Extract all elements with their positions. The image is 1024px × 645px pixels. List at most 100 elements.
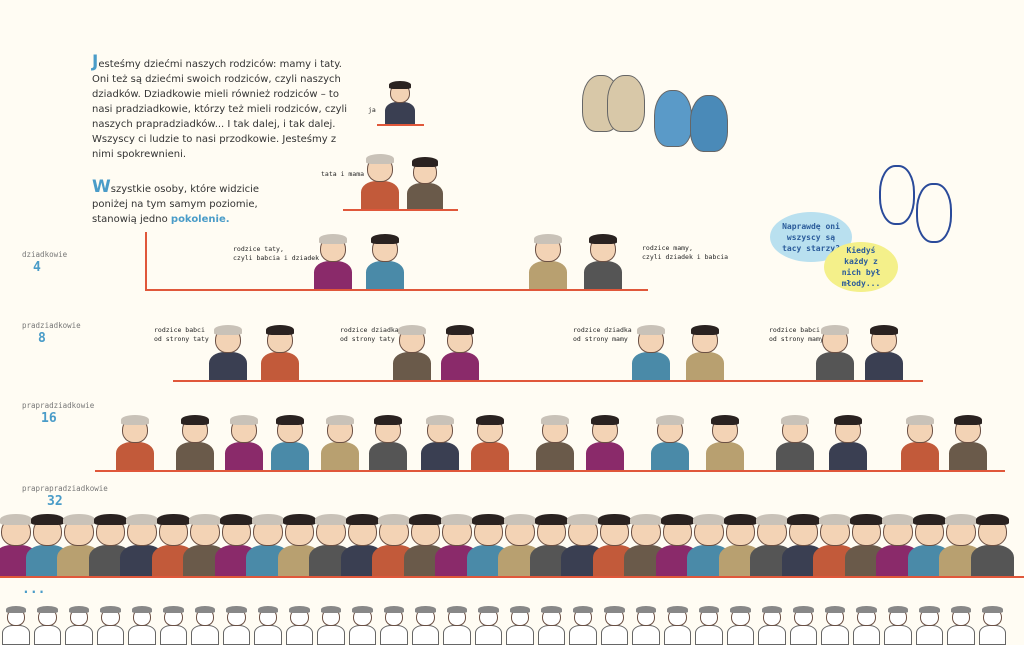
portrait-hair [824, 605, 846, 613]
divider-great-grandparents [173, 380, 923, 382]
portrait-hair [213, 324, 243, 335]
portrait-hair [833, 414, 863, 425]
portrait-body [970, 544, 1015, 576]
portrait-hair [377, 513, 411, 525]
portrait-hair [188, 513, 222, 525]
portrait-body [317, 625, 345, 645]
portrait-hair [692, 513, 726, 525]
portrait-hair [905, 414, 935, 425]
portrait-hair [365, 153, 395, 164]
portrait-hair [540, 414, 570, 425]
portrait-body [650, 442, 690, 470]
portrait-hair [856, 605, 877, 613]
portrait-hair [68, 605, 90, 613]
portrait-hair [820, 324, 850, 335]
portrait-hair [346, 513, 379, 525]
generation-count: 16 [41, 411, 57, 426]
portrait-body [2, 625, 30, 645]
portrait-hair [37, 605, 58, 613]
portrait-hair [690, 324, 720, 335]
drop-cap: J [92, 52, 99, 72]
portrait-body [385, 102, 415, 124]
portrait-hair [383, 605, 405, 613]
portrait-hair [0, 513, 33, 525]
portrait-hair [566, 513, 600, 525]
portrait-hair [440, 513, 474, 525]
portrait-hair [724, 513, 757, 525]
portrait-body [528, 261, 568, 289]
portrait-hair [446, 605, 468, 613]
portrait-body [705, 442, 745, 470]
portrait-hair [950, 605, 972, 613]
portrait-hair [818, 513, 852, 525]
portrait-hair [163, 605, 184, 613]
portrait-body [663, 625, 692, 645]
portrait-hair [226, 605, 247, 613]
portrait-body [320, 442, 360, 470]
portrait-body [470, 442, 510, 470]
portrait-hair [289, 605, 310, 613]
portrait-body [585, 442, 625, 470]
portrait-body [360, 181, 400, 209]
portrait-body [632, 625, 660, 645]
nesting-doll [607, 75, 645, 132]
portrait-hair [388, 81, 412, 89]
portrait-hair [320, 605, 342, 613]
portrait-hair [919, 605, 940, 613]
caption-mom-parents: rodzice mamy, czyli dziadek i babcia [642, 244, 729, 261]
child-sketch [879, 165, 915, 225]
speech-bubble-girl: Kiedyś każdy z nich był młody... [824, 242, 898, 292]
portrait-hair [373, 414, 403, 425]
divider-gg-grandparents [95, 470, 1005, 472]
portrait-hair [588, 233, 618, 244]
portrait-hair [850, 513, 883, 525]
portrait-hair [661, 513, 694, 525]
portrait-hair [730, 605, 751, 613]
caption-gg-mom-grandma: rodzice babci od strony mamy [769, 326, 824, 343]
portrait-hair [761, 605, 783, 613]
portrait-hair [604, 605, 625, 613]
portrait-hair [283, 513, 316, 525]
portrait-body [978, 625, 1007, 645]
portrait-body [254, 625, 282, 645]
portrait-hair [475, 414, 505, 425]
portrait-body [285, 625, 314, 645]
portrait-body [159, 625, 188, 645]
divider-me [377, 124, 424, 126]
portrait-hair [425, 414, 455, 425]
portrait-hair [397, 324, 427, 335]
portrait-hair [31, 513, 64, 525]
portrait-hair [503, 513, 537, 525]
portrait-hair [629, 513, 663, 525]
portrait-hair [251, 513, 285, 525]
portrait-body [506, 625, 534, 645]
portrait-hair [318, 233, 348, 244]
portrait-hair [194, 605, 216, 613]
portrait-body [260, 352, 300, 380]
portrait-hair [533, 233, 563, 244]
generation-note: Wszystkie osoby, które widzicie poniżej … [92, 179, 262, 227]
portrait-hair [698, 605, 720, 613]
portrait-hair [710, 414, 740, 425]
bubble-text: Naprawdę oni wszyscy są tacy starzy? [782, 221, 840, 253]
portrait-body [96, 625, 125, 645]
portrait-hair [62, 513, 96, 525]
portrait-hair [787, 513, 820, 525]
portrait-hair [325, 414, 355, 425]
caption-gg-dad-grandpa: rodzice dziadka od strony taty [340, 326, 399, 343]
portrait-hair [590, 414, 620, 425]
child-sketch [916, 183, 952, 243]
portrait-hair [275, 414, 305, 425]
portrait-hair [131, 605, 153, 613]
caption-parents: tata i mama [321, 170, 365, 178]
portrait-body [270, 442, 310, 470]
portrait-body [852, 625, 881, 645]
portrait-body [695, 625, 723, 645]
portrait-hair [265, 324, 295, 335]
portrait-hair [535, 513, 568, 525]
highlight-word: pokolenie. [170, 214, 230, 225]
portrait-hair [944, 513, 978, 525]
portrait-body [222, 625, 251, 645]
bracket-vertical [145, 232, 147, 291]
portrait-body [208, 352, 248, 380]
